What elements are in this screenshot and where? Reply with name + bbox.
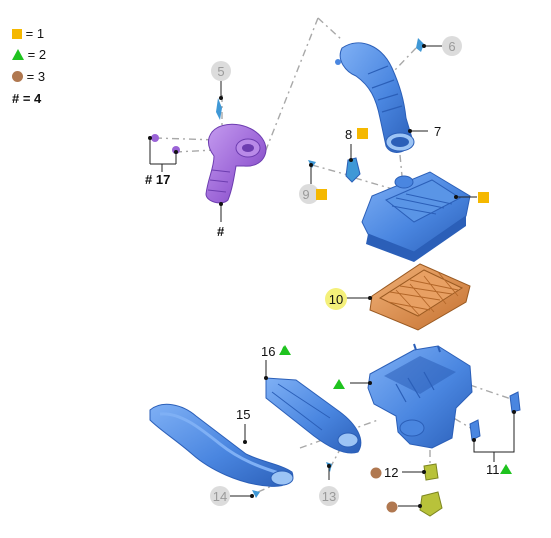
highlight-circle-10 [325,288,347,310]
callout-16: 16 [261,344,275,359]
callout-6: 6 [448,39,455,54]
yellow-square-icon [12,29,22,39]
callout-5: 5 [217,64,224,79]
brown-circle-icon [386,501,398,513]
legend-text-1: = 1 [25,26,45,41]
part-11-clips [469,391,521,462]
part-14-screw [230,490,260,498]
part-7-intake-hose [335,42,428,153]
callout-14: 14 [213,489,227,504]
green-triangle-icon [279,345,291,355]
part-12-clip [402,463,439,481]
part-16-lower-duct [265,360,362,454]
legend-item-circle: = 3 [12,69,45,84]
air-filter-cover [361,171,477,262]
callout-11: 11 [486,462,500,477]
faded-callout-circles [210,36,462,506]
yellow-square-icon [316,189,327,200]
part-10-filter-element [346,263,471,331]
legend-text-3: = 3 [26,69,46,84]
air-filter-lower-housing [350,343,473,449]
callout-15: 15 [236,407,250,422]
callout-hash-duct: # [217,224,225,239]
part-8-sensor [345,144,361,183]
legend-item-hash: # = 4 [12,91,41,106]
legend-text-2: = 2 [27,47,47,62]
callout-12: 12 [384,465,398,480]
callout-markers [279,128,512,513]
callout-7: 7 [434,124,441,139]
callout-17: # 17 [145,172,170,187]
callout-13: 13 [322,489,336,504]
callout-10: 10 [329,292,343,307]
callout-8: 8 [345,127,352,142]
legend-text-4: # = 4 [12,91,42,106]
leader-dots [148,44,516,508]
green-triangle-icon [12,49,24,60]
part-15-long-duct [149,403,294,487]
callout-9: 9 [302,187,309,202]
yellow-square-icon [357,128,368,139]
green-triangle-icon [500,464,512,474]
brown-circle-icon [370,467,382,479]
green-triangle-icon [333,379,345,389]
part-5-screw [216,98,222,120]
yellow-square-icon [478,192,489,203]
brown-circle-icon [12,71,23,82]
legend-item-square: = 1 [12,26,44,41]
legend-item-triangle: = 2 [12,47,46,62]
part-6-clip [416,38,442,52]
